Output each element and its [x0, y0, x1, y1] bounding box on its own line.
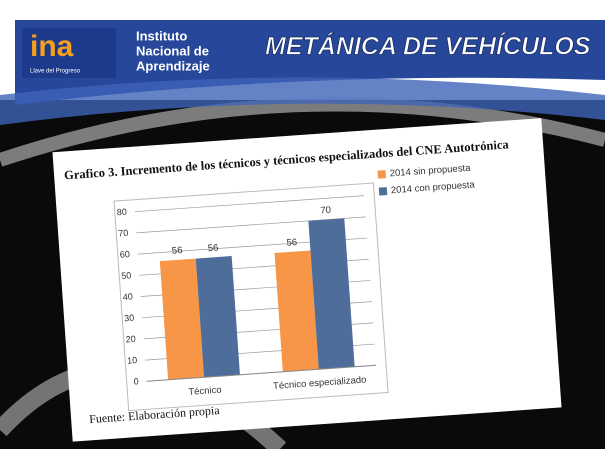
- header-wave: [0, 77, 605, 125]
- x-tick-label: Técnico: [188, 385, 222, 398]
- legend-swatch: [377, 170, 387, 179]
- data-label: 70: [320, 205, 331, 217]
- bar: [159, 258, 205, 380]
- bar: [195, 256, 240, 378]
- y-tick-label: 10: [127, 355, 138, 366]
- logo: ina: [30, 30, 74, 63]
- y-tick-label: 0: [133, 376, 139, 386]
- institute-line: Aprendizaje: [136, 58, 210, 73]
- data-label: 56: [171, 245, 182, 257]
- bar: [308, 218, 355, 370]
- y-tick-label: 20: [125, 334, 136, 345]
- bar: [274, 250, 319, 372]
- data-label: 56: [207, 242, 218, 254]
- plot-border: [113, 182, 389, 412]
- logo-tagline: Llave del Progreso: [30, 69, 81, 75]
- x-axis: [146, 364, 377, 382]
- y-tick-label: 50: [121, 270, 132, 281]
- slide-title: METÁNICA DE VEHÍCULOS: [265, 32, 591, 61]
- institute-line: Nacional de: [136, 43, 209, 58]
- legend-swatch: [378, 187, 388, 196]
- grid-line: [134, 195, 365, 213]
- chart-paper: Grafico 3. Incremento de los técnicos y …: [52, 118, 562, 442]
- y-tick-label: 40: [122, 291, 133, 302]
- y-tick-label: 70: [118, 228, 129, 239]
- y-tick-label: 80: [116, 207, 127, 218]
- institute-line: Instituto: [136, 28, 187, 43]
- logo-box: [22, 28, 116, 78]
- y-tick-label: 60: [119, 249, 130, 260]
- data-label: 56: [286, 237, 297, 249]
- y-tick-label: 30: [124, 313, 135, 324]
